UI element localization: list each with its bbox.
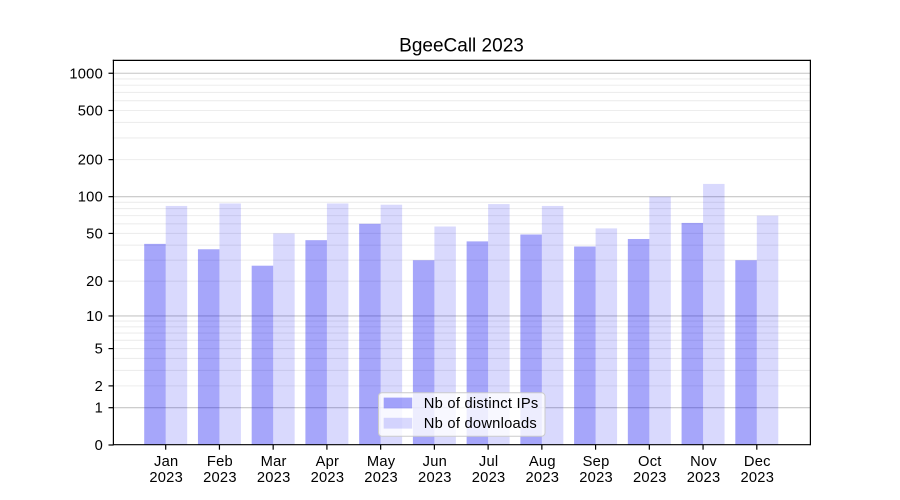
svg-text:Jun: Jun bbox=[423, 454, 447, 470]
svg-text:BgeeCall 2023: BgeeCall 2023 bbox=[399, 36, 524, 57]
svg-text:2023: 2023 bbox=[579, 470, 613, 486]
svg-text:2023: 2023 bbox=[418, 470, 452, 486]
svg-text:Apr: Apr bbox=[316, 454, 340, 470]
svg-text:2023: 2023 bbox=[149, 470, 183, 486]
svg-text:1: 1 bbox=[95, 401, 103, 417]
svg-text:500: 500 bbox=[78, 103, 103, 119]
svg-text:2023: 2023 bbox=[633, 470, 667, 486]
svg-text:2023: 2023 bbox=[740, 470, 774, 486]
svg-text:2: 2 bbox=[95, 379, 103, 395]
svg-text:2023: 2023 bbox=[364, 470, 398, 486]
svg-text:2023: 2023 bbox=[472, 470, 506, 486]
svg-text:2023: 2023 bbox=[203, 470, 237, 486]
svg-text:Aug: Aug bbox=[529, 454, 556, 470]
svg-text:2023: 2023 bbox=[257, 470, 291, 486]
svg-text:Nb of downloads: Nb of downloads bbox=[424, 416, 537, 432]
svg-text:May: May bbox=[367, 454, 396, 470]
svg-text:2023: 2023 bbox=[687, 470, 721, 486]
svg-text:200: 200 bbox=[78, 153, 103, 169]
svg-text:20: 20 bbox=[86, 274, 103, 290]
svg-text:Jul: Jul bbox=[479, 454, 499, 470]
svg-text:5: 5 bbox=[95, 342, 103, 358]
svg-text:0: 0 bbox=[95, 438, 103, 454]
svg-text:50: 50 bbox=[86, 226, 103, 242]
svg-text:2023: 2023 bbox=[311, 470, 345, 486]
svg-text:10: 10 bbox=[86, 309, 103, 325]
svg-text:Feb: Feb bbox=[207, 454, 233, 470]
svg-text:1000: 1000 bbox=[69, 66, 103, 82]
svg-text:Nb of distinct IPs: Nb of distinct IPs bbox=[424, 396, 539, 412]
svg-text:Jan: Jan bbox=[154, 454, 178, 470]
svg-text:Dec: Dec bbox=[744, 454, 771, 470]
svg-text:Nov: Nov bbox=[690, 454, 717, 470]
svg-text:2023: 2023 bbox=[526, 470, 560, 486]
svg-text:100: 100 bbox=[78, 190, 103, 206]
svg-text:Mar: Mar bbox=[261, 454, 287, 470]
svg-text:Oct: Oct bbox=[638, 454, 662, 470]
svg-text:Sep: Sep bbox=[583, 454, 610, 470]
